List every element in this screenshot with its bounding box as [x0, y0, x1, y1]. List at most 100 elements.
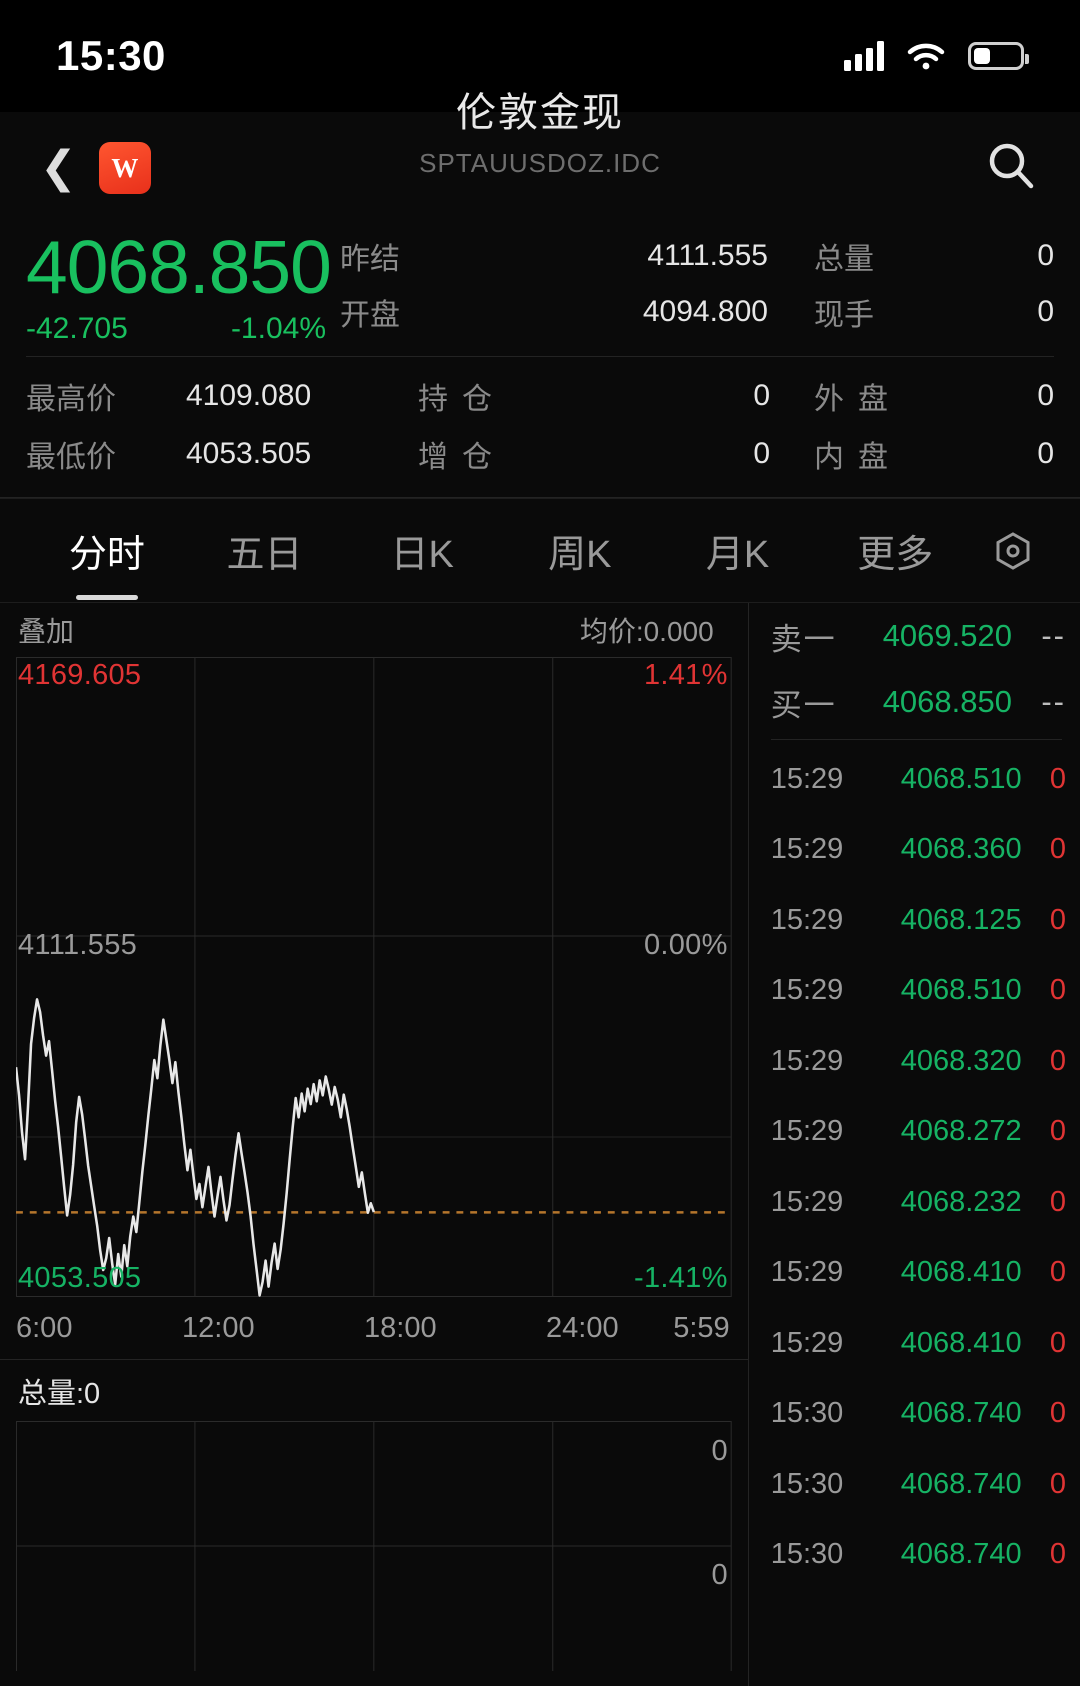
divider [0, 497, 1080, 498]
quote-label: 现手 [814, 299, 874, 332]
quote-label: 昨结 [340, 243, 400, 276]
tick-price: 4068.272 [900, 1115, 1022, 1148]
tab-yuek[interactable]: 月K [659, 523, 817, 578]
orderbook-qty: -- [1041, 684, 1066, 719]
status-bar: 15:30 [0, 0, 1080, 112]
y-axis-low-pct: -1.41% [634, 1262, 728, 1294]
stat-label: 外盘 [814, 383, 902, 416]
y-axis-high-label: 4169.605 [18, 659, 142, 691]
x-tick: 24:00 [546, 1311, 619, 1344]
tick-price: 4068.320 [900, 1044, 1022, 1077]
tab-fenshi[interactable]: 分时 [28, 523, 186, 600]
y-axis-high-pct: 1.41% [643, 659, 728, 691]
orderbook-label: 买一 [770, 687, 837, 723]
tab-label: 月K [705, 534, 770, 576]
volume-chart-svg [16, 1421, 732, 1671]
tick-volume: 0 [1049, 974, 1066, 1007]
tick-row[interactable]: 15:29 4068.410 0 [749, 1308, 1080, 1379]
tick-price: 4068.740 [900, 1538, 1022, 1571]
symbol-code: SPTAUUSDOZ.IDC [419, 148, 661, 178]
nav-bar: ❮ W 伦敦金现 SPTAUUSDOZ.IDC [0, 91, 1080, 224]
quote-panel: 4068.850 -42.705 -1.04% 昨结 4111.555 总量 0… [0, 224, 1080, 483]
price-change: -42.705 [26, 312, 128, 345]
tick-row[interactable]: 15:30 4068.740 0 [749, 1520, 1080, 1591]
tick-price: 4068.360 [900, 833, 1022, 866]
divider [0, 602, 1080, 603]
overlay-button[interactable]: 叠加 [18, 616, 75, 647]
tick-volume: 0 [1049, 1467, 1066, 1500]
y-axis-low-label: 4053.505 [18, 1262, 142, 1294]
tab-wuri[interactable]: 五日 [186, 523, 344, 578]
quote-value: 4111.555 [647, 239, 768, 272]
volume-header: 总量:0 [0, 1359, 748, 1421]
tick-volume: 0 [1049, 903, 1066, 936]
settings-button[interactable] [974, 528, 1052, 574]
tick-list[interactable]: 15:29 4068.510 0 15:29 4068.360 0 15:29 4068.12… [749, 744, 1080, 1590]
tick-row[interactable]: 15:29 4068.360 0 [749, 815, 1080, 886]
stat-label: 内盘 [814, 441, 902, 474]
tick-volume: 0 [1049, 762, 1066, 795]
tick-row[interactable]: 15:30 4068.740 0 [749, 1449, 1080, 1520]
quote-stat-row: 最低价 4053.505 增仓 0 内盘 0 [26, 425, 1054, 483]
volume-mid-tick: 0 [711, 1559, 728, 1591]
tick-row[interactable]: 15:29 4068.125 0 [749, 885, 1080, 956]
tick-row[interactable]: 15:29 4068.510 0 [749, 956, 1080, 1027]
orderbook-qty: -- [1041, 618, 1066, 653]
quote-value: 0 [1037, 295, 1054, 328]
stat-label: 增仓 [418, 441, 506, 474]
orderbook-price: 4068.850 [882, 684, 1012, 719]
average-price-label: 均价:0.000 [579, 616, 714, 647]
tick-volume: 0 [1049, 1185, 1066, 1218]
tab-more[interactable]: 更多 [816, 523, 974, 578]
tab-label: 日K [390, 534, 454, 576]
orderbook-bid-row[interactable]: 买一 4068.850 -- [749, 669, 1080, 735]
tab-label: 五日 [226, 534, 303, 576]
y-axis-mid-pct: 0.00% [643, 929, 728, 961]
signal-bars-icon [844, 41, 884, 71]
tick-time: 15:29 [770, 903, 844, 936]
chart-toolbar: 叠加 均价:0.000 [0, 603, 748, 657]
stat-value: 4109.080 [186, 379, 312, 412]
app-logo[interactable]: W [98, 142, 151, 194]
tick-time: 15:30 [770, 1397, 844, 1430]
price-chart[interactable]: 4169.605 1.41% 4111.555 0.00% 4053.505 -… [16, 657, 732, 1297]
x-tick: 18:00 [364, 1311, 437, 1344]
volume-chart[interactable]: 0 0 [16, 1421, 732, 1671]
tick-row[interactable]: 15:29 4068.410 0 [749, 1238, 1080, 1309]
chart-and-ticks: 叠加 均价:0.000 [0, 603, 1080, 1686]
quote-stats-grid: 最高价 4109.080 持仓 0 外盘 0 最低价 4053.505 增仓 0… [26, 367, 1054, 483]
price-chart-svg [16, 657, 732, 1297]
orderbook-ask-row[interactable]: 卖一 4069.520 -- [749, 603, 1080, 669]
chart-column: 叠加 均价:0.000 [0, 603, 749, 1686]
quote-value: 4094.800 [642, 295, 768, 328]
tick-price: 4068.740 [900, 1467, 1022, 1500]
tick-row[interactable]: 15:30 4068.740 0 [749, 1379, 1080, 1450]
chevron-left-icon[interactable]: ❮ [40, 143, 77, 192]
tick-row[interactable]: 15:29 4068.272 0 [749, 1097, 1080, 1168]
stat-label: 持仓 [418, 383, 506, 416]
tick-row[interactable]: 15:29 4068.320 0 [749, 1026, 1080, 1097]
tab-rik[interactable]: 日K [343, 523, 501, 578]
quote-label: 总量 [814, 243, 874, 276]
battery-icon [968, 42, 1029, 70]
tab-underline [75, 595, 138, 600]
tick-volume: 0 [1049, 1044, 1066, 1077]
quote-row: 昨结 4111.555 总量 0 [340, 228, 1054, 284]
status-time: 15:30 [56, 32, 166, 79]
volume-top-tick: 0 [711, 1435, 728, 1467]
tick-volume: 0 [1049, 1397, 1066, 1430]
tick-time: 15:29 [770, 974, 844, 1007]
x-tick: 5:59 [673, 1311, 730, 1344]
tick-row[interactable]: 15:29 4068.510 0 [749, 744, 1080, 815]
tick-row[interactable]: 15:29 4068.232 0 [749, 1167, 1080, 1238]
stat-value: 0 [753, 379, 770, 412]
x-tick: 12:00 [182, 1311, 255, 1344]
tick-price: 4068.410 [900, 1256, 1022, 1289]
quote-row: 开盘 4094.800 现手 0 [340, 284, 1054, 340]
tick-price: 4068.410 [900, 1326, 1022, 1359]
search-button[interactable] [982, 137, 1040, 200]
divider [26, 356, 1054, 357]
tick-time: 15:29 [770, 1256, 844, 1289]
tab-zhouk[interactable]: 周K [501, 523, 659, 578]
